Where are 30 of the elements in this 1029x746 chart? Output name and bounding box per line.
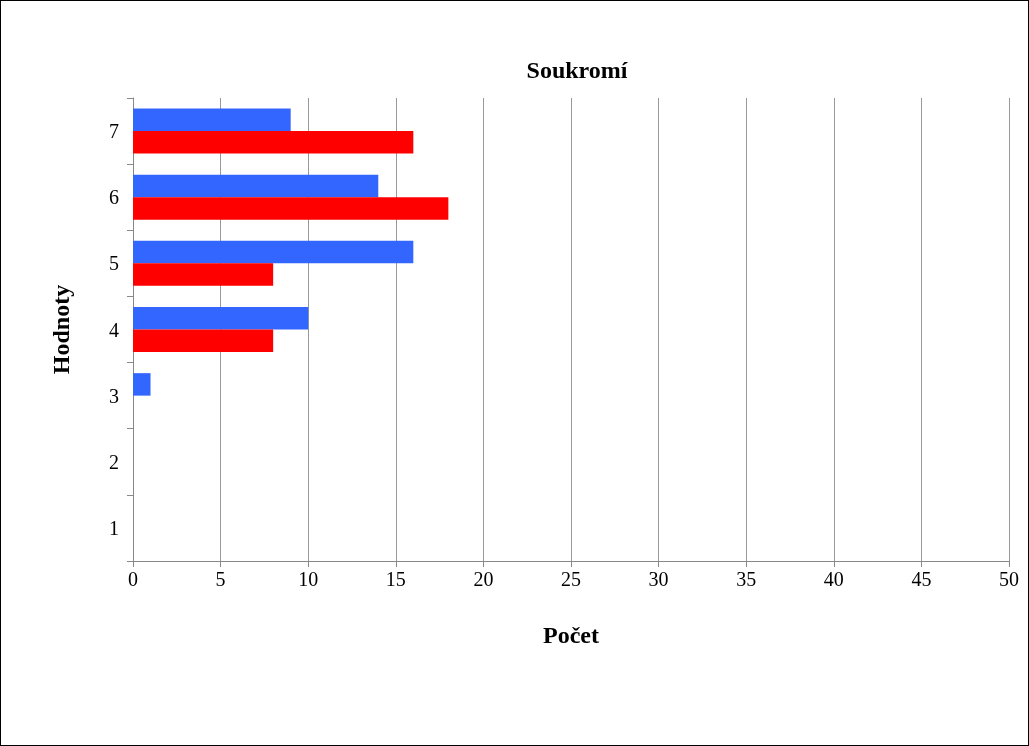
chart-title: Soukromí (526, 57, 628, 83)
x-tick-label: 45 (911, 568, 932, 590)
bar (133, 174, 379, 198)
x-tick-label: 25 (561, 568, 581, 590)
x-tick-label: 50 (999, 568, 1019, 590)
bar (133, 131, 414, 154)
y-tick-label: 7 (109, 120, 119, 143)
bar (133, 329, 274, 352)
bar (133, 108, 291, 132)
y-tick-label: 2 (109, 450, 119, 473)
x-tick-label: 15 (385, 568, 406, 590)
x-axis-title: Počet (543, 622, 599, 648)
x-tick-label: 5 (215, 568, 226, 590)
y-tick-label: 1 (109, 516, 119, 539)
x-tick-label: 20 (473, 568, 494, 590)
bar (133, 307, 309, 330)
x-tick-label: 35 (736, 568, 757, 590)
x-tick-label: 0 (128, 568, 138, 590)
bar (133, 373, 151, 396)
y-tick-label: 4 (109, 318, 119, 341)
y-tick-label: 5 (109, 252, 119, 275)
bar (133, 197, 449, 220)
x-tick-label: 10 (298, 568, 319, 590)
y-tick-label: 6 (109, 186, 119, 209)
x-tick-label: 40 (823, 568, 844, 590)
bar (133, 263, 274, 286)
y-tick-label: 3 (109, 384, 119, 407)
y-axis-title: Hodnoty (48, 284, 74, 375)
bar (133, 240, 414, 264)
x-tick-label: 30 (648, 568, 669, 590)
